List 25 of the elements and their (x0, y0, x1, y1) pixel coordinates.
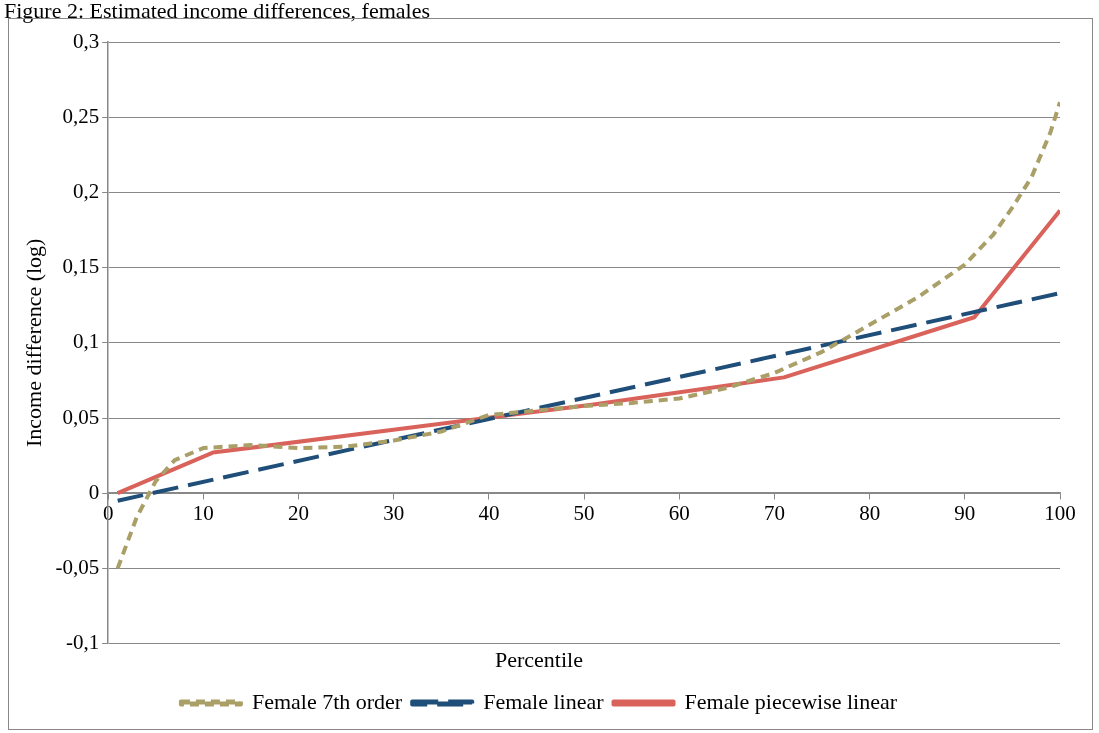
y-tick-label: -0,1 (65, 630, 100, 655)
y-tick-label: 0 (88, 479, 100, 504)
x-tick-label: 30 (383, 501, 405, 526)
y-tick-label: 0,2 (72, 178, 100, 203)
y-tick-label: 0,3 (72, 28, 100, 53)
x-tick-label: 60 (668, 501, 690, 526)
x-tick-label: 50 (573, 501, 595, 526)
legend-label: Female 7th order (251, 688, 403, 714)
legend-label: Female linear (483, 688, 605, 714)
y-tick-label: 0,25 (62, 103, 100, 128)
x-axis-title: Percentile (495, 646, 583, 672)
y-tick-label: -0,05 (55, 554, 100, 579)
x-tick-label: 10 (192, 501, 214, 526)
y-axis-title: Income difference (log) (20, 238, 46, 448)
x-tick-label: 20 (288, 501, 310, 526)
x-tick-label: 80 (859, 501, 881, 526)
x-tick-label: 90 (954, 501, 976, 526)
chart-title: Figure 2: Estimated income differences, females (4, 0, 431, 23)
x-tick-label: 70 (763, 501, 785, 526)
legend-label: Female piecewise linear (684, 688, 898, 714)
x-tick-label: 40 (478, 501, 500, 526)
y-tick-label: 0,05 (62, 404, 100, 429)
y-tick-label: 0,15 (62, 254, 100, 279)
x-tick-label: 100 (1044, 501, 1076, 526)
y-tick-label: 0,1 (72, 329, 100, 354)
